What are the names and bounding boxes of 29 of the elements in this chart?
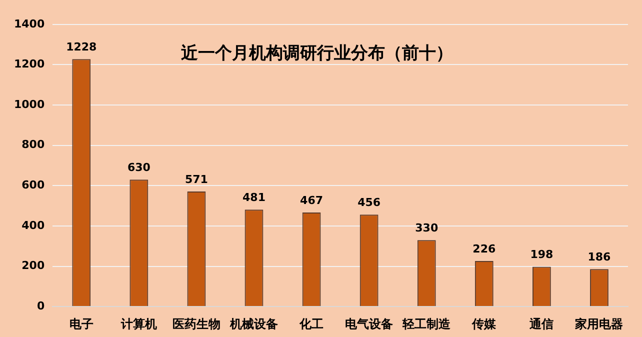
data-label: 186: [588, 250, 612, 264]
text: 近一个月机构调研行业分布（前十）: [180, 44, 453, 64]
data-label: 198: [530, 248, 554, 262]
data-label: 226: [472, 242, 496, 256]
y-tick-label: 400: [22, 218, 45, 232]
data-label: 481: [242, 191, 266, 204]
x-tick-label: 轻工制造: [402, 316, 452, 331]
y-tick-label: 1200: [14, 58, 45, 71]
y-tick-label: 200: [22, 259, 45, 272]
x-tick-label: 机械设备: [229, 316, 278, 331]
x-tick-label: 计算机: [120, 316, 157, 331]
data-label: 330: [415, 221, 438, 234]
data-label: 1228: [66, 40, 97, 54]
y-tick-label: 1000: [14, 98, 45, 111]
x-tick-label: 电气设备: [345, 316, 394, 331]
x-tick-label: 传媒: [471, 316, 498, 331]
data-label: 456: [358, 196, 381, 210]
x-tick-label: 家用电器: [574, 316, 624, 331]
y-tick-label: 1400: [14, 17, 45, 30]
y-tick-label: 600: [22, 178, 45, 192]
y-tick-label: 0: [36, 299, 45, 312]
x-tick-label: 电子: [69, 316, 94, 331]
x-tick-label: 化工: [298, 316, 324, 331]
data-label: 630: [127, 160, 151, 174]
y-tick-label: 800: [22, 138, 45, 152]
x-tick-label: 医药生物: [172, 316, 220, 331]
x-tick-label: 通信: [528, 316, 554, 331]
data-label: 571: [184, 172, 208, 186]
data-label: 467: [300, 194, 324, 207]
